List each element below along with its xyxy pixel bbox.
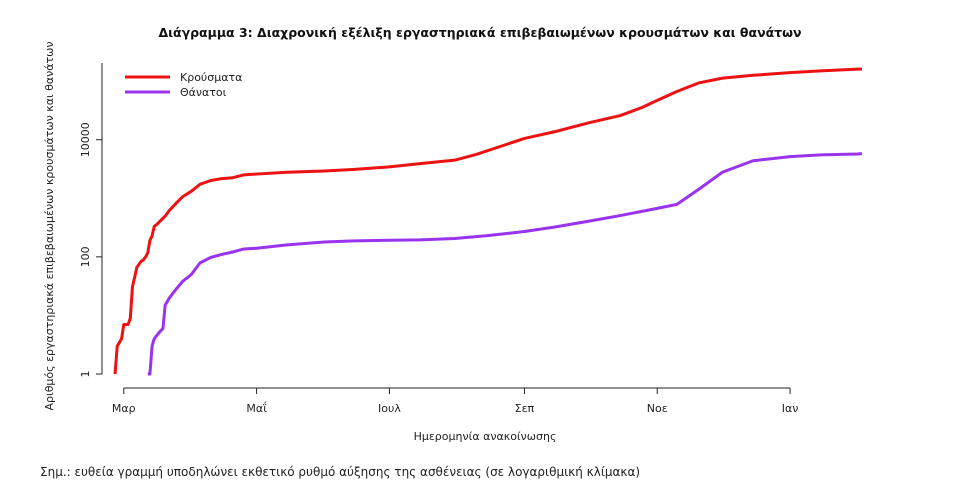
- series-line-deaths: [147, 152, 863, 376]
- x-tick-label: Ιουλ: [378, 402, 401, 415]
- x-tick-label: Μαρ: [112, 402, 136, 415]
- legend: Κρούσματα Θάνατοι: [125, 71, 242, 99]
- y-axis-label: Αριθμός εργαστηριακά επιβεβαιωμένων κρου…: [43, 41, 56, 410]
- axes: 1 100 10000 Μαρ Μαΐ Ιουλ Σεπ Νοε Ιαν: [79, 63, 798, 415]
- y-tick-label: 100: [79, 246, 92, 267]
- legend-label: Θάνατοι: [180, 86, 227, 99]
- x-axis-label: Ημερομηνία ανακοίνωσης: [414, 430, 557, 443]
- x-tick-label: Ιαν: [782, 402, 799, 415]
- legend-label: Κρούσματα: [180, 71, 242, 84]
- y-tick-label: 1: [79, 371, 92, 378]
- x-tick-label: Μαΐ: [246, 401, 267, 415]
- y-tick-label: 10000: [79, 122, 92, 157]
- x-tick-label: Νοε: [647, 402, 668, 415]
- x-tick-label: Σεπ: [515, 402, 535, 415]
- footnote: Σημ.: ευθεία γραμμή υποδηλώνει εκθετικό …: [40, 465, 641, 479]
- series-layer: [113, 67, 863, 376]
- chart-title: Διάγραμμα 3: Διαχρονική εξέλιξη εργαστηρ…: [158, 25, 801, 40]
- series-line-cases: [113, 67, 862, 375]
- cases-deaths-chart: Διάγραμμα 3: Διαχρονική εξέλιξη εργαστηρ…: [43, 25, 863, 443]
